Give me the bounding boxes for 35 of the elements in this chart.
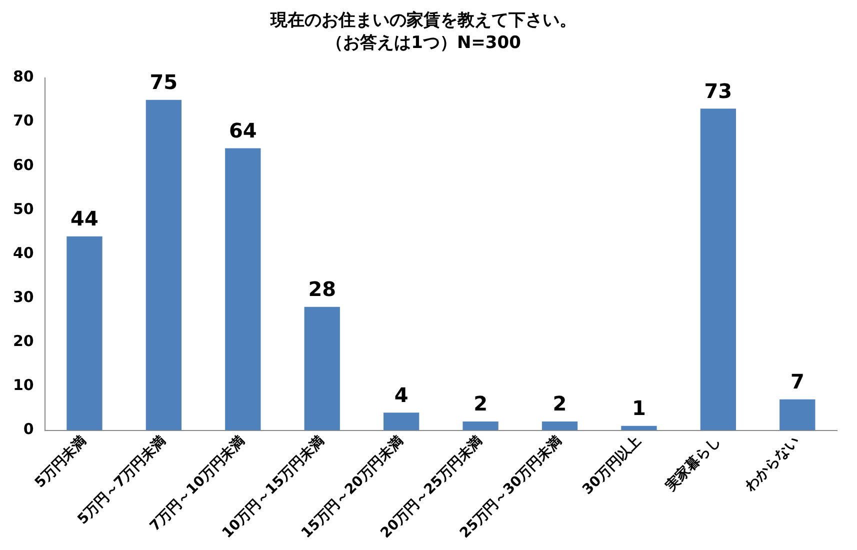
- x-tick-label: 5万円未満: [32, 433, 90, 492]
- bar: [146, 100, 182, 430]
- data-label: 28: [308, 277, 336, 302]
- data-label: 44: [70, 206, 98, 231]
- data-label: 2: [552, 392, 567, 416]
- chart-subtitle: （お答えは1つ）N=300: [326, 33, 522, 54]
- y-tick-label: 50: [13, 200, 34, 218]
- data-label: 75: [150, 70, 178, 94]
- data-label: 4: [394, 382, 408, 407]
- bar: [384, 412, 420, 430]
- data-label: 64: [228, 118, 257, 142]
- y-tick-label: 10: [13, 376, 34, 394]
- bar: [780, 399, 816, 430]
- bar: [66, 236, 102, 430]
- y-tick-label: 70: [13, 112, 34, 130]
- chart-title: 現在のお住まいの家賃を教えて下さい。: [270, 10, 576, 31]
- x-tick-label: 実家暮らし: [662, 432, 724, 494]
- y-tick-label: 30: [13, 288, 34, 306]
- x-tick-label: 30万円以上: [580, 433, 644, 498]
- bar: [304, 306, 340, 430]
- bar: [542, 421, 578, 430]
- y-tick-label: 80: [13, 68, 34, 86]
- bar: [621, 426, 657, 430]
- data-label: 1: [632, 396, 646, 420]
- bar: [462, 421, 498, 430]
- y-tick-label: 60: [13, 156, 34, 174]
- data-label: 7: [790, 370, 804, 394]
- y-tick-label: 0: [23, 420, 34, 438]
- data-label: 73: [704, 78, 732, 103]
- y-tick-label: 20: [13, 332, 34, 350]
- bar: [700, 108, 736, 430]
- data-label: 2: [474, 392, 488, 416]
- bar: [225, 148, 261, 430]
- x-tick-label: わからない: [741, 433, 803, 495]
- y-tick-label: 40: [13, 244, 34, 262]
